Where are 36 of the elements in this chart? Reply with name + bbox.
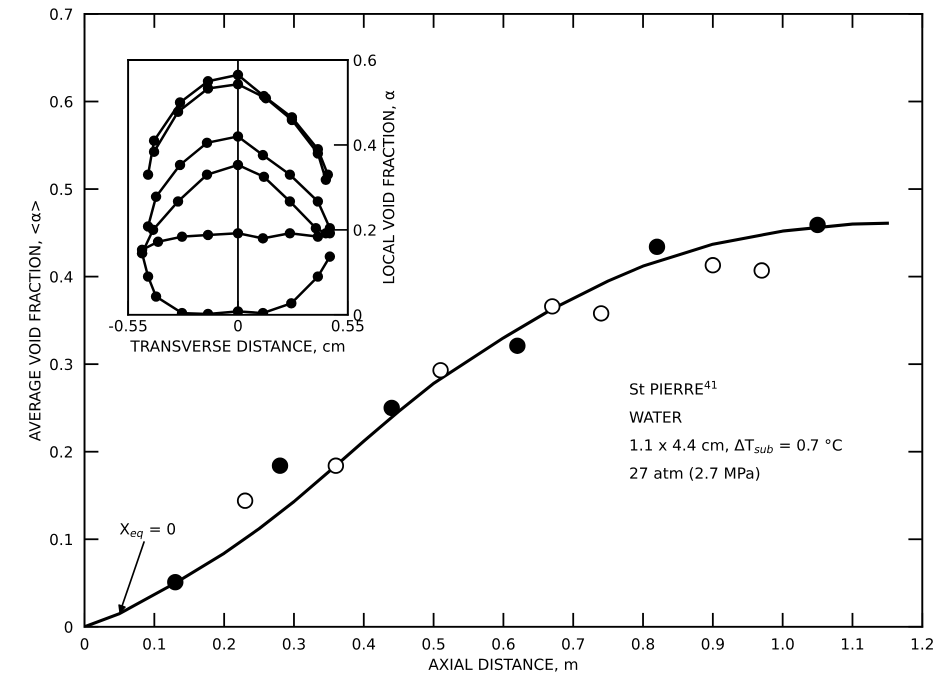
x-tick-label: 0.9	[702, 638, 724, 650]
x-tick-label: 0	[234, 320, 242, 332]
x-tick-label: 1.1	[842, 638, 864, 650]
x-tick-label: 0.6	[492, 638, 515, 650]
x-tick-label: 0.3	[282, 638, 305, 650]
y-axis-title: AVERAGE VOID FRACTION, <α>	[29, 201, 42, 442]
y-tick-label: 0.3	[50, 358, 72, 370]
annotation: 27 atm (2.7 MPa)	[630, 467, 760, 481]
x-tick-label: 0.2	[213, 638, 235, 650]
y-tick-label: 0.1	[50, 534, 72, 546]
annotation: 1.1 x 4.4 cm, ΔT$_{sub}$ = 0.7 °C	[630, 439, 842, 454]
x-tick-label: 0.7	[562, 638, 584, 650]
y-tick-label: 0.6	[354, 54, 376, 66]
x-tick-label: 0	[80, 638, 88, 650]
y-tick-label: 0.2	[354, 224, 376, 236]
y-tick-label: 0.4	[50, 271, 73, 283]
x-tick-label: 1.0	[772, 638, 794, 650]
x-tick-label: 0.5	[422, 638, 444, 650]
annotation: X$_{eq}$ = 0	[120, 523, 176, 540]
annotation: WATER	[630, 412, 682, 423]
x-tick-label: 0.8	[632, 638, 654, 650]
y-tick-label: 0.2	[50, 446, 72, 458]
x-tick-label: 0.55	[332, 320, 364, 332]
y-tick-label: 0.4	[354, 139, 376, 151]
x-tick-label: -0.55	[109, 320, 147, 332]
x-tick-label: 1.2	[912, 638, 933, 650]
x-axis-title: AXIAL DISTANCE, m	[428, 658, 578, 672]
y-axis-title: LOCAL VOID FRACTION, α	[382, 90, 396, 284]
y-tick-label: 0	[64, 621, 72, 633]
y-tick-label: 0.7	[50, 8, 72, 20]
annotation: St PIERRE$^{41}$	[630, 380, 717, 395]
y-tick-label: 0	[354, 309, 362, 321]
x-tick-label: 0.1	[143, 638, 166, 650]
y-tick-label: 0.6	[50, 96, 72, 108]
x-axis-title: TRANSVERSE DISTANCE, cm	[130, 340, 344, 354]
y-tick-label: 0.5	[50, 184, 72, 196]
